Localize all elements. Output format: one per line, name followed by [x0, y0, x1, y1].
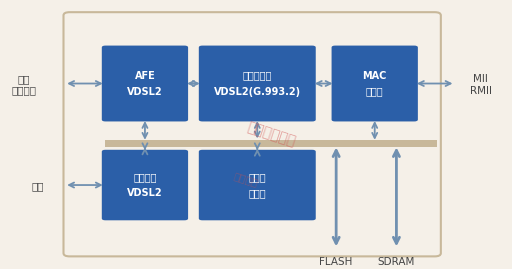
- Text: 数字收发器: 数字收发器: [243, 70, 272, 80]
- Text: 控制器: 控制器: [248, 172, 266, 182]
- Bar: [105, 140, 437, 147]
- Text: VDSL2(G.993.2): VDSL2(G.993.2): [214, 87, 301, 97]
- Text: 电子工程专辑: 电子工程专辑: [245, 120, 297, 149]
- Text: VDSL2: VDSL2: [127, 87, 163, 97]
- Text: 版权所有: 版权所有: [232, 171, 259, 188]
- FancyBboxPatch shape: [63, 12, 441, 256]
- Text: FLASH: FLASH: [319, 257, 353, 267]
- Text: 线驱动器: 线驱动器: [133, 172, 157, 182]
- FancyBboxPatch shape: [332, 45, 418, 122]
- Text: VDSL2: VDSL2: [127, 188, 163, 198]
- FancyBboxPatch shape: [199, 150, 316, 220]
- FancyBboxPatch shape: [102, 45, 188, 122]
- Text: SDRAM: SDRAM: [378, 257, 415, 267]
- Text: AFE: AFE: [135, 70, 155, 80]
- Text: MII
RMII: MII RMII: [470, 74, 492, 96]
- FancyBboxPatch shape: [102, 150, 188, 220]
- Text: MAC: MAC: [362, 70, 387, 80]
- FancyBboxPatch shape: [199, 45, 316, 122]
- Text: 嵌入式: 嵌入式: [248, 188, 266, 198]
- Text: 可选
线驱动器: 可选 线驱动器: [11, 74, 36, 96]
- Text: 以太网: 以太网: [366, 87, 383, 97]
- Text: 线路: 线路: [31, 181, 44, 191]
